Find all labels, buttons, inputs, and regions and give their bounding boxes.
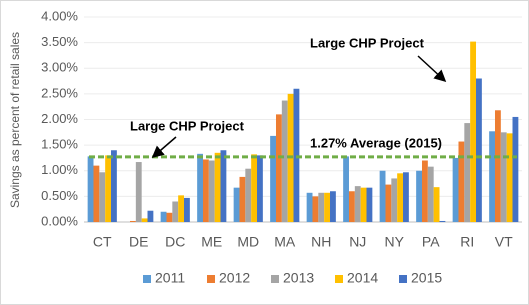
bar <box>403 172 409 222</box>
bar <box>324 192 331 222</box>
y-tick-label: 2.50% <box>41 85 78 100</box>
annotation-arrow <box>151 136 177 158</box>
x-tick-label: MD <box>237 234 259 250</box>
bar <box>464 123 471 222</box>
bar <box>281 100 288 222</box>
bar <box>135 162 142 222</box>
bar <box>214 152 221 222</box>
legend-label: 2013 <box>283 270 314 286</box>
bar <box>257 155 263 222</box>
legend-label: 2012 <box>219 270 250 286</box>
bar <box>489 131 495 222</box>
y-tick-label: 1.00% <box>41 162 78 177</box>
average-label: 1.27% Average (2015) <box>310 135 442 150</box>
bar <box>397 173 404 222</box>
bar <box>385 184 392 222</box>
bar <box>330 191 336 222</box>
y-axis-title: Savings as percent of retail sales <box>8 32 22 208</box>
x-tick-label: DC <box>165 234 185 250</box>
legend-label: 2011 <box>155 270 185 286</box>
bar <box>233 187 240 222</box>
legend-swatch <box>207 275 215 283</box>
bar <box>427 166 434 222</box>
bar <box>141 218 148 222</box>
x-tick-label: DE <box>129 234 148 250</box>
x-tick-label: ME <box>201 234 222 250</box>
annotation: Large CHP Project <box>130 118 245 133</box>
bar <box>93 165 100 222</box>
bar <box>105 155 112 222</box>
legend-label: 2015 <box>411 270 442 286</box>
y-tick-label: 3.50% <box>41 34 78 49</box>
y-tick-label: 1.50% <box>41 137 78 152</box>
x-tick-label: NH <box>311 234 331 250</box>
bar <box>360 187 367 222</box>
bar <box>245 168 252 222</box>
bar <box>391 178 398 222</box>
bar <box>452 157 459 222</box>
bar <box>239 176 246 222</box>
bar <box>166 212 173 222</box>
bar <box>275 114 282 222</box>
bar <box>512 116 519 222</box>
legend-label: 2014 <box>347 270 378 286</box>
annotation-arrow <box>417 55 447 83</box>
bar <box>506 133 513 222</box>
bar <box>433 187 440 222</box>
y-tick-label: 3.00% <box>41 60 78 75</box>
bar <box>366 187 373 222</box>
bar <box>458 141 465 222</box>
bar <box>306 192 313 222</box>
x-tick-label: RI <box>460 234 474 250</box>
bar <box>500 132 507 222</box>
bar <box>494 110 501 222</box>
legend-swatch <box>271 275 279 283</box>
bar <box>270 135 276 222</box>
bar <box>318 192 325 222</box>
y-tick-label: 4.00% <box>41 8 78 23</box>
bar <box>293 88 300 222</box>
bar <box>343 156 349 222</box>
bar <box>87 156 94 222</box>
bar <box>421 160 428 222</box>
bar <box>129 220 136 222</box>
bar <box>348 191 355 222</box>
x-tick-label: NY <box>385 234 405 250</box>
x-tick-label: NJ <box>349 234 366 250</box>
bar <box>208 160 215 222</box>
bar <box>354 186 361 222</box>
x-tick-label: MA <box>274 234 296 250</box>
bar <box>202 159 209 222</box>
legend-swatch <box>143 275 151 283</box>
bar <box>197 153 203 222</box>
y-tick-label: 0.00% <box>41 213 78 228</box>
bar <box>160 211 167 222</box>
x-tick-label: CT <box>93 234 112 250</box>
y-tick-label: 0.50% <box>41 188 78 203</box>
bar <box>476 78 482 222</box>
bar <box>220 150 227 222</box>
bar <box>470 41 477 222</box>
legend-swatch <box>335 275 343 283</box>
bar <box>251 154 258 222</box>
bar <box>178 195 185 222</box>
bar <box>184 197 190 222</box>
legend-swatch <box>399 275 407 283</box>
annotation: Large CHP Project <box>310 35 425 50</box>
bar <box>172 201 179 222</box>
bar <box>111 150 117 222</box>
plot-area: 0.00% 0.50% 1.00% 1.50% 2.00% 2.50% 3.00% 3.50%… <box>41 8 522 286</box>
x-tick-label: PA <box>422 234 440 250</box>
bar <box>379 170 386 222</box>
bar <box>416 170 422 222</box>
bar <box>99 172 106 222</box>
bar <box>147 210 154 222</box>
bar <box>312 196 319 222</box>
bar <box>439 220 446 222</box>
y-tick-label: 2.00% <box>41 111 78 126</box>
x-tick-label: VT <box>495 234 513 250</box>
